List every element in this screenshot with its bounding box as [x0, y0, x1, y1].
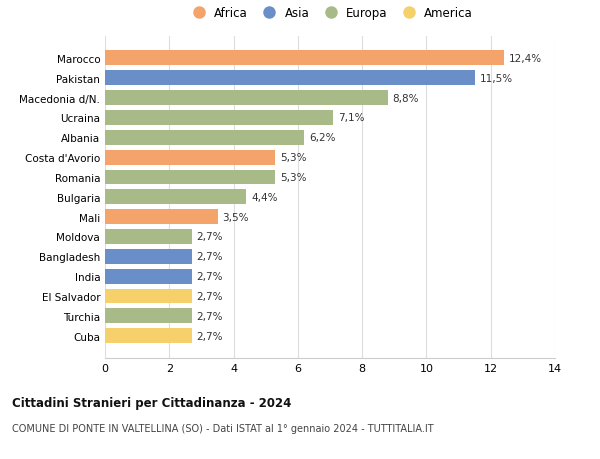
Text: 5,3%: 5,3%: [280, 173, 307, 183]
Bar: [105, 170, 275, 185]
Bar: [105, 249, 192, 264]
Bar: [105, 309, 192, 324]
Text: 2,7%: 2,7%: [197, 232, 223, 242]
Bar: [105, 130, 304, 146]
Bar: [105, 329, 192, 343]
Bar: [105, 230, 192, 244]
Legend: Africa, Asia, Europa, America: Africa, Asia, Europa, America: [182, 2, 478, 24]
Bar: [105, 210, 218, 224]
Text: 7,1%: 7,1%: [338, 113, 365, 123]
Text: COMUNE DI PONTE IN VALTELLINA (SO) - Dati ISTAT al 1° gennaio 2024 - TUTTITALIA.: COMUNE DI PONTE IN VALTELLINA (SO) - Dat…: [12, 424, 434, 433]
Text: 2,7%: 2,7%: [197, 272, 223, 281]
Text: 2,7%: 2,7%: [197, 291, 223, 302]
Bar: [105, 71, 475, 86]
Text: Cittadini Stranieri per Cittadinanza - 2024: Cittadini Stranieri per Cittadinanza - 2…: [12, 396, 292, 409]
Text: 2,7%: 2,7%: [197, 331, 223, 341]
Text: 4,4%: 4,4%: [251, 192, 278, 202]
Text: 12,4%: 12,4%: [508, 54, 542, 64]
Bar: [105, 91, 388, 106]
Text: 6,2%: 6,2%: [309, 133, 335, 143]
Text: 11,5%: 11,5%: [479, 73, 512, 84]
Text: 2,7%: 2,7%: [197, 311, 223, 321]
Bar: [105, 269, 192, 284]
Text: 8,8%: 8,8%: [392, 93, 419, 103]
Text: 2,7%: 2,7%: [197, 252, 223, 262]
Bar: [105, 111, 333, 126]
Text: 3,5%: 3,5%: [223, 212, 249, 222]
Bar: [105, 51, 503, 66]
Bar: [105, 289, 192, 304]
Text: 5,3%: 5,3%: [280, 153, 307, 163]
Bar: [105, 151, 275, 165]
Bar: [105, 190, 247, 205]
